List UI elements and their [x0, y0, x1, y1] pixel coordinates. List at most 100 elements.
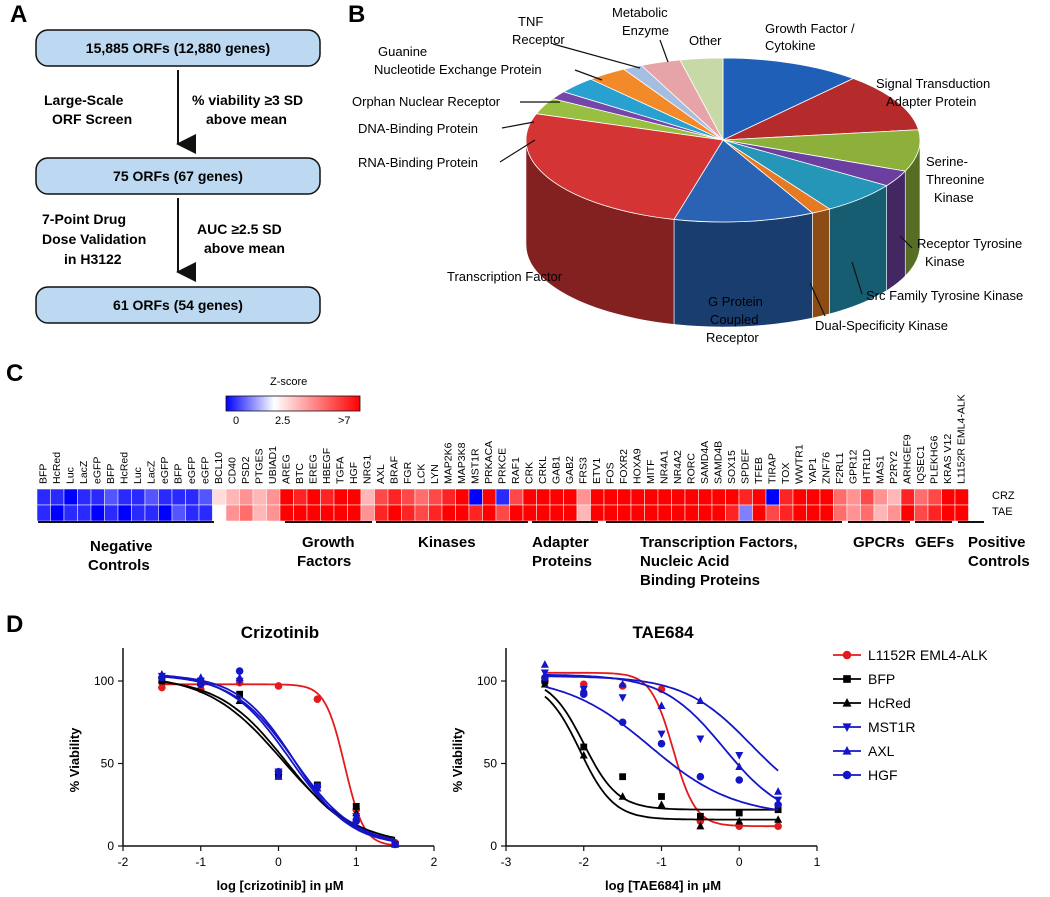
flow-box-2: [35, 157, 321, 195]
legend-label-eml4: L1152R EML4-ALK: [868, 647, 988, 663]
gene-label: eGFP: [159, 457, 171, 484]
heatmap-cell-crz: [927, 488, 942, 506]
crizotinib-y-label: % Viability: [67, 727, 82, 793]
data-point: [696, 821, 705, 830]
heatmap-cell-crz: [860, 488, 875, 506]
data-point: [235, 667, 244, 675]
heatmap-cell-tae: [482, 504, 497, 522]
heatmap-cell-tae: [401, 504, 416, 522]
leader-metabolic: [659, 39, 669, 63]
gene-label: ETV1: [591, 458, 603, 484]
heatmap-cell-tae: [279, 504, 294, 522]
pie-label-growth-factor-2: Cytokine: [765, 38, 816, 53]
heatmap-cell-tae: [819, 504, 834, 522]
heatmap-cell-tae: [360, 504, 375, 522]
heatmap-cell-tae: [792, 504, 807, 522]
heatmap-cell-crz: [914, 488, 929, 506]
heatmap-legend: Z-score 0 2.5 >7: [225, 376, 361, 427]
fit-curve: [161, 680, 396, 839]
flow-box-1: [35, 29, 321, 67]
panel-letter-d: D: [6, 611, 23, 638]
data-point: [391, 840, 399, 849]
data-point: [618, 718, 627, 727]
data-point: [658, 793, 665, 800]
gene-label: MAP2K6: [443, 442, 455, 484]
fit-curve: [161, 680, 396, 841]
heatmap-cell-crz: [36, 488, 51, 506]
gene-label: FGR: [402, 461, 414, 484]
heatmap-cell-tae: [239, 504, 254, 522]
heatmap-cell-crz: [873, 488, 888, 506]
fit-curve: [161, 675, 396, 843]
gene-label: BFP: [173, 464, 185, 484]
heatmap-cell-tae: [914, 504, 929, 522]
heatmap-cell-tae: [549, 504, 564, 522]
pie-leader-lines: [499, 39, 913, 317]
heatmap-cell-crz: [131, 488, 146, 506]
heatmap-cell-tae: [347, 504, 362, 522]
x-tick-label: -2: [118, 855, 129, 869]
legend-label-hgf: HGF: [868, 767, 898, 783]
group-label-gef: GEFs: [915, 534, 954, 551]
heatmap-cell-tae: [441, 504, 456, 522]
fit-curve: [544, 675, 779, 772]
flow-step1-right-1: % viability ≥3 SD: [192, 92, 303, 108]
y-tick-label: 50: [484, 757, 498, 771]
leader-dna: [501, 121, 535, 129]
legend-marker: [842, 650, 852, 660]
heatmap-cell-tae: [954, 504, 969, 522]
pie-slice-14: [679, 57, 724, 141]
group-label-negative-2: Controls: [88, 557, 150, 574]
data-point: [236, 690, 244, 698]
heatmap-cell-tae: [158, 504, 173, 522]
data-point: [352, 811, 361, 820]
y-tick-label: 100: [477, 674, 497, 688]
flow-step1-left-2: ORF Screen: [52, 111, 132, 127]
flow-step2-left-1: 7-Point Drug: [42, 211, 126, 227]
gene-label: LacZ: [78, 460, 90, 484]
legend-label-axl: AXL: [868, 743, 895, 759]
data-point: [619, 773, 627, 781]
heatmap-cell-tae: [185, 504, 200, 522]
heatmap-cell-crz: [617, 488, 632, 506]
gene-label: GAB1: [551, 456, 563, 484]
gene-label: HcRed: [119, 452, 131, 484]
pie-label-gpcr-1: G Protein: [708, 294, 763, 309]
heatmap-cell-tae: [387, 504, 402, 522]
gene-label: HcRed: [51, 452, 63, 484]
x-tick-label: 1: [814, 855, 821, 869]
gene-label: SOX15: [726, 450, 738, 484]
heatmap-cell-tae: [806, 504, 821, 522]
leader-src: [851, 261, 863, 295]
group-label-adapter-1: Adapter: [532, 534, 589, 551]
pie-labels: Growth Factor / Cytokine Signal Transduc…: [352, 5, 1023, 345]
heatmap-cell-tae: [927, 504, 942, 522]
group-label-growth-1: Growth: [302, 534, 355, 551]
panel-letter-c: C: [6, 360, 23, 387]
data-point: [235, 673, 244, 681]
heatmap-cell-crz: [887, 488, 902, 506]
gene-label: eGFP: [186, 457, 198, 484]
gene-label: UBIAD1: [267, 446, 279, 484]
data-point: [657, 701, 666, 709]
heatmap-cell-tae: [225, 504, 240, 522]
heatmap-groups: Negative Controls Growth Factors Kinases…: [38, 521, 1030, 589]
x-tick-label: 1: [353, 855, 360, 869]
group-label-gpcr: GPCRs: [853, 534, 905, 551]
data-point: [274, 772, 283, 780]
heatmap-cell-crz: [360, 488, 375, 506]
leader-tnf: [552, 43, 641, 69]
data-point: [313, 695, 322, 703]
gene-label: FRS3: [578, 457, 590, 484]
gene-label: P2RY2: [888, 451, 900, 484]
pie-depth: [525, 139, 921, 328]
gene-label: CRKL: [537, 456, 549, 484]
flow-step2-right-2: above mean: [204, 240, 285, 256]
gene-label: FOS: [605, 462, 617, 484]
flow-step2-left-2: Dose Validation: [42, 231, 146, 247]
heatmap-cell-tae: [522, 504, 537, 522]
heatmap-cell-tae: [63, 504, 78, 522]
leader-gef: [574, 69, 603, 81]
heatmap-cell-crz: [819, 488, 834, 506]
